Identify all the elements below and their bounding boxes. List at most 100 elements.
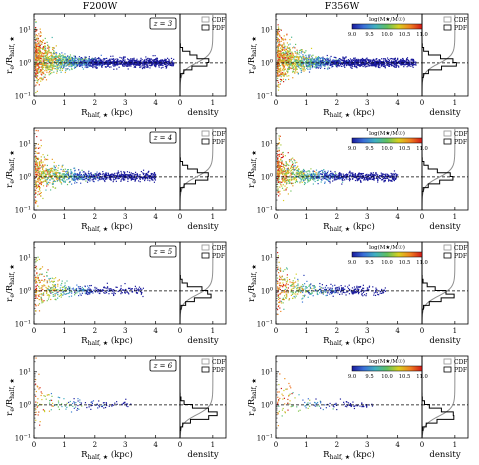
scatter-point (277, 164, 279, 166)
scatter-point (139, 66, 141, 69)
scatter-point (75, 64, 77, 66)
scatter-point (338, 65, 340, 67)
scatter-point (356, 67, 358, 69)
scatter-point (40, 183, 42, 186)
scatter-point (48, 55, 50, 58)
scatter-point (147, 175, 149, 177)
scatter-point (166, 62, 169, 65)
scatter-point (280, 70, 282, 72)
scatter-point (282, 62, 285, 64)
scatter-point (320, 64, 323, 66)
scatter-point (129, 60, 131, 63)
scatter-point (285, 60, 287, 62)
scatter-point (309, 63, 311, 65)
scatter-point (62, 176, 64, 178)
scatter-point (159, 64, 162, 66)
scatter-point (378, 59, 380, 61)
colorbar-tick-label: 10.0 (381, 32, 393, 38)
scatter-point (47, 173, 49, 175)
scatter-point (110, 176, 112, 178)
scatter-point (42, 47, 44, 49)
scatter-point (120, 174, 123, 176)
scatter-point (377, 63, 379, 65)
scatter-point (315, 63, 317, 65)
scatter-point (71, 64, 73, 66)
scatter-point (404, 60, 406, 63)
scatter-point (302, 69, 304, 71)
scatter-point (398, 60, 401, 62)
scatter-point (66, 169, 69, 171)
scatter-point (45, 169, 48, 171)
scatter-point (303, 58, 305, 60)
scatter-point (300, 57, 303, 59)
scatter-point (162, 60, 164, 62)
scatter-point (110, 61, 112, 63)
scatter-point (303, 66, 306, 68)
scatter-point (100, 173, 102, 176)
scatter-point (408, 60, 410, 62)
scatter-point (410, 60, 412, 62)
scatter-point (144, 61, 147, 63)
scatter-point (62, 55, 64, 57)
scatter-point (151, 62, 153, 64)
scatter-point (131, 58, 134, 60)
scatter-point (141, 64, 143, 66)
scatter-point (371, 64, 373, 67)
scatter-point (295, 58, 297, 60)
scatter-point (81, 175, 83, 177)
scatter-point (56, 60, 59, 63)
scatter-point (99, 58, 101, 60)
scatter-point (411, 59, 414, 61)
scatter-point (42, 72, 44, 75)
scatter-point (296, 59, 298, 61)
scatter-point (402, 57, 404, 60)
scatter-point (84, 61, 86, 63)
scatter-point (93, 175, 96, 178)
scatter-point (92, 61, 94, 63)
scatter-point (296, 63, 298, 65)
scatter-point (101, 177, 103, 180)
scatter-point (287, 55, 289, 58)
scatter-point (48, 74, 50, 76)
scatter-point (132, 178, 134, 180)
scatter-point (364, 60, 366, 62)
cdf-legend-swatch (443, 16, 452, 23)
scatter-point (403, 66, 405, 68)
scatter-point (324, 177, 326, 180)
scatter-point (135, 63, 137, 65)
scatter-point (314, 62, 316, 64)
scatter-point (45, 189, 47, 191)
scatter-points (34, 129, 157, 207)
scatter-point (98, 57, 100, 59)
scatter-point (282, 184, 284, 186)
colorbar-label: log(M★/M☉) (369, 16, 405, 23)
scatter-point (298, 64, 300, 66)
scatter-point (290, 170, 292, 172)
scatter-point (281, 181, 283, 184)
scatter-point (279, 28, 281, 31)
scatter-point (386, 63, 388, 66)
scatter-point (281, 60, 283, 62)
scatter-point (318, 63, 320, 65)
scatter-point (337, 178, 340, 180)
scatter-point (41, 172, 44, 174)
scatter-point (403, 62, 406, 64)
scatter-point (286, 51, 288, 54)
scatter-point (130, 60, 132, 62)
scatter-point (122, 178, 124, 181)
scatter-point (39, 182, 41, 184)
scatter-point (81, 59, 83, 61)
scatter-point (35, 30, 37, 32)
scatter-point (289, 181, 291, 183)
scatter-point (133, 58, 135, 60)
scatter-point (91, 65, 93, 67)
scatter-point (147, 66, 149, 69)
scatter-point (38, 54, 40, 56)
scatter-point (349, 64, 351, 66)
scatter-point (167, 61, 169, 64)
scatter-point (38, 84, 40, 86)
scatter-point (39, 52, 41, 54)
scatter-point (335, 62, 337, 65)
scatter-point (89, 65, 91, 67)
scatter-point (116, 62, 118, 64)
